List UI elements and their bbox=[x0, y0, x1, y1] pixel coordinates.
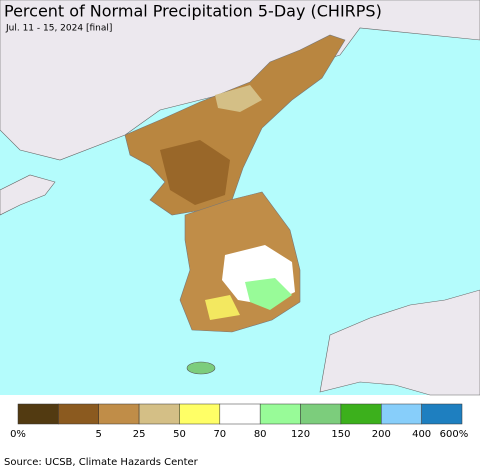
legend-swatch bbox=[381, 403, 422, 425]
legend-swatch bbox=[179, 403, 221, 425]
legend-label: 400 bbox=[412, 429, 431, 440]
land-japan bbox=[319, 289, 480, 396]
legend-label: 80 bbox=[254, 429, 267, 440]
legend-label: 70 bbox=[213, 429, 226, 440]
legend-swatch bbox=[340, 403, 382, 425]
legend-label: 200 bbox=[372, 429, 391, 440]
legend-swatch bbox=[219, 403, 261, 425]
title: Percent of Normal Precipitation 5-Day (C… bbox=[4, 2, 382, 21]
legend-label: 50 bbox=[173, 429, 186, 440]
legend-label: 5 bbox=[96, 429, 102, 440]
legend-swatch bbox=[17, 403, 59, 425]
south-korea-wet bbox=[245, 278, 292, 310]
source: Source: UCSB, Climate Hazards Center bbox=[4, 457, 199, 468]
south-korea-yellow bbox=[205, 295, 240, 320]
north-korea-dry bbox=[160, 140, 230, 205]
legend-label: 600% bbox=[440, 429, 469, 440]
map bbox=[0, 0, 480, 396]
legend-swatch bbox=[421, 403, 463, 425]
legend-swatch bbox=[98, 403, 140, 425]
legend-label: 120 bbox=[291, 429, 310, 440]
legend-label: 150 bbox=[331, 429, 350, 440]
legend-swatch bbox=[300, 403, 342, 425]
legend-swatch bbox=[259, 403, 301, 425]
legend-swatch bbox=[138, 403, 180, 425]
land-shandong bbox=[0, 174, 56, 216]
legend-label: 0% bbox=[10, 429, 26, 440]
legend-label: 25 bbox=[133, 429, 146, 440]
subtitle: Jul. 11 - 15, 2024 [final] bbox=[5, 24, 112, 34]
legend-swatch bbox=[58, 403, 99, 425]
jeju bbox=[186, 361, 216, 375]
legend: 0% 5 25 50 70 80 120 150 200 400 600% bbox=[10, 403, 469, 440]
north-korea-wet bbox=[215, 85, 262, 112]
